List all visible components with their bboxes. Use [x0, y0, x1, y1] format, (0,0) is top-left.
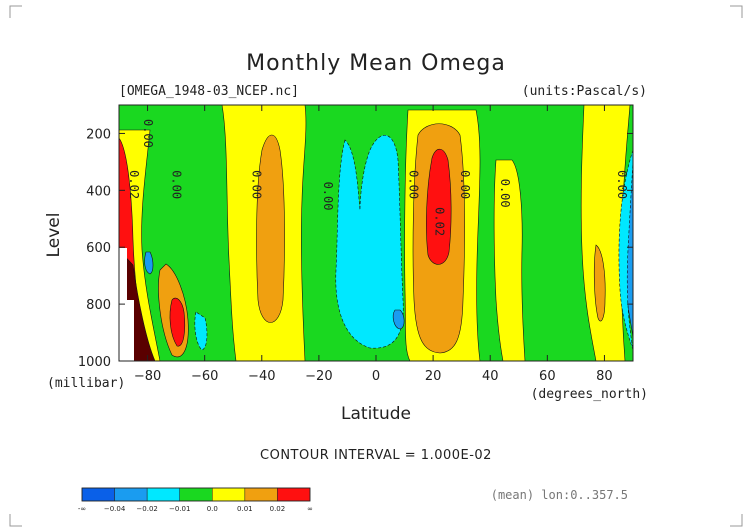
field-red-south-midlat — [169, 297, 186, 347]
longitude-range-note: (mean) lon:0..357.5 — [491, 488, 628, 502]
y-tick-label: 600 — [86, 241, 111, 256]
y-axis-label: Level — [44, 213, 64, 258]
legend-swatch — [244, 487, 278, 502]
legend-label: −0.02 — [136, 505, 157, 513]
field-cyan-equator — [335, 134, 404, 349]
x-tick-label: −20 — [305, 369, 332, 384]
x-tick-label: 20 — [425, 369, 442, 384]
contour-label: 0.02 — [432, 207, 446, 236]
y-tick-label: 800 — [86, 298, 111, 313]
contour-label: 0.02 — [127, 170, 141, 199]
legend-swatch — [146, 487, 180, 502]
contour-labels: 0.00 0.02 0.00 0.00 0.00 0.00 0.02 0.00 0.00 0.00 — [127, 119, 629, 236]
field-cyan-south-midlat — [194, 311, 208, 351]
y-axis-unit: (millibar) — [47, 376, 125, 391]
contour-interval-note: CONTOUR INTERVAL = 1.000E-02 — [260, 448, 492, 463]
field-orange-north-high — [593, 244, 606, 322]
missing-data-region — [119, 248, 134, 361]
legend-label: −0.04 — [104, 505, 126, 513]
legend-label: 0.0 — [207, 505, 218, 513]
y-tick-label: 400 — [86, 184, 111, 199]
x-tick-label: 60 — [539, 369, 556, 384]
legend-label: -∞ — [78, 505, 86, 513]
x-tick-label: 40 — [482, 369, 499, 384]
field-orange-south — [256, 134, 285, 323]
x-tick-label: −40 — [248, 369, 275, 384]
y-tick-label: 200 — [86, 127, 111, 142]
x-tick-label: 80 — [596, 369, 613, 384]
field-yellow-north-high — [580, 105, 631, 361]
y-tick-label: 1000 — [78, 355, 111, 370]
field-blue-spot-equator — [392, 309, 405, 330]
legend-label: 0.02 — [270, 505, 286, 513]
legend-swatch — [212, 487, 246, 502]
legend-frame — [81, 487, 311, 502]
page-corner-marks — [9, 5, 743, 527]
legend-swatch — [81, 487, 115, 502]
legend-swatch — [179, 487, 213, 502]
x-axis-unit: (degrees_north) — [531, 387, 648, 402]
plot-area: 0.00 0.02 0.00 0.00 0.00 0.00 0.02 0.00 0.00 0.00 — [119, 105, 633, 361]
color-legend: -∞ −0.04 −0.02 −0.01 0.0 0.01 0.02 ∞ — [78, 487, 313, 513]
field-blue-spot-south — [144, 251, 154, 275]
contour-label: 0.00 — [615, 170, 629, 199]
contour-label: 0.00 — [458, 170, 472, 199]
x-axis-label: Latitude — [341, 404, 411, 424]
y-axis: 200 400 600 800 1000 — [78, 127, 633, 370]
legend-swatch — [114, 487, 148, 502]
contour-label: 0.00 — [498, 179, 512, 208]
x-tick-label: −60 — [191, 369, 218, 384]
contour-label: 0.00 — [250, 170, 264, 199]
x-axis: −80 −60 −40 −20 0 20 40 60 80 — [134, 105, 613, 384]
legend-label: 0.01 — [237, 505, 253, 513]
x-tick-label: −80 — [134, 369, 161, 384]
subtitle-units: (units:Pascal/s) — [522, 84, 647, 99]
contour-label: 0.00 — [170, 170, 184, 199]
contour-label: 0.00 — [141, 119, 155, 148]
chart-title: Monthly Mean Omega — [246, 51, 506, 76]
x-tick-label: 0 — [372, 369, 380, 384]
legend-label: ∞ — [307, 505, 313, 513]
field-red-tropics — [426, 148, 452, 265]
subtitle-filename: [OMEGA_1948-03_NCEP.nc] — [119, 84, 299, 99]
contour-label: 0.00 — [321, 182, 335, 211]
legend-swatch — [277, 487, 311, 502]
contour-label: 0.00 — [407, 170, 421, 199]
legend-label: −0.01 — [169, 505, 190, 513]
